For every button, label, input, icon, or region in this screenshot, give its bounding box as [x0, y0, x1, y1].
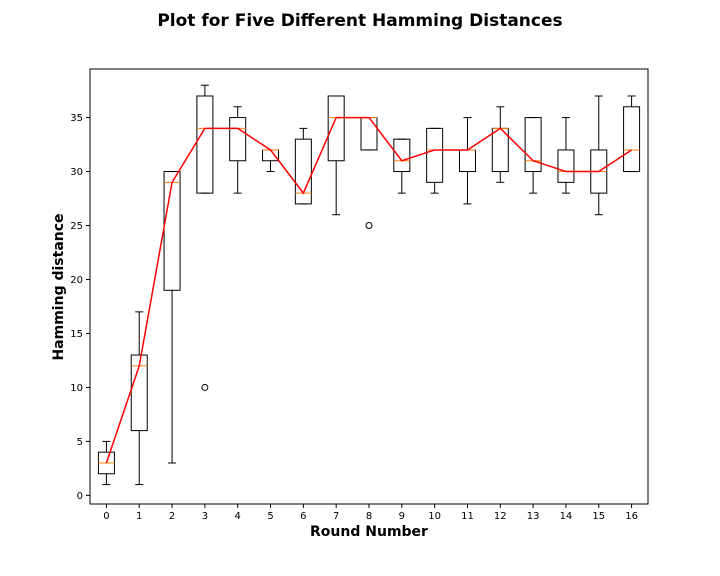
y-tick-label: 5	[77, 437, 83, 448]
chart-title: Plot for Five Different Hamming Distance…	[157, 11, 562, 31]
outlier-point	[201, 383, 209, 391]
box-body	[327, 95, 345, 162]
median-trend-line	[105, 116, 633, 464]
x-tick-label: 7	[333, 511, 339, 522]
x-tick-label: 3	[202, 511, 208, 522]
y-tick-label: 30	[70, 167, 83, 178]
y-tick-label: 15	[70, 329, 83, 340]
box-1	[130, 311, 148, 486]
box-body	[426, 127, 444, 183]
x-tick-label: 1	[136, 511, 142, 522]
y-axis-label: Hamming distance	[51, 213, 67, 360]
x-tick-label: 12	[494, 511, 507, 522]
x-tick-label: 0	[103, 511, 109, 522]
outlier-point	[365, 222, 373, 230]
x-tick-label: 4	[235, 511, 241, 522]
x-tick-label: 11	[461, 511, 474, 522]
y-tick-label: 10	[70, 383, 83, 394]
box-body	[557, 149, 575, 183]
x-tick-label: 10	[428, 511, 441, 522]
x-tick-label: 9	[399, 511, 405, 522]
x-tick-label: 5	[267, 511, 273, 522]
box-body	[130, 354, 148, 432]
box-16	[623, 95, 641, 173]
box-0	[97, 440, 115, 486]
y-tick-label: 20	[70, 275, 83, 286]
box-body	[196, 95, 214, 194]
box-body	[294, 138, 312, 205]
y-tick-label: 25	[70, 221, 83, 232]
x-tick-label: 13	[527, 511, 540, 522]
x-tick-label: 6	[300, 511, 306, 522]
box-body	[393, 138, 411, 173]
x-axis-label: Round Number	[310, 524, 428, 540]
x-tick-label: 15	[592, 511, 605, 522]
y-tick-label: 0	[77, 491, 83, 502]
x-tick-label: 14	[560, 511, 573, 522]
box-body	[229, 117, 247, 162]
x-tick-label: 2	[169, 511, 175, 522]
y-tick-label: 35	[70, 113, 83, 124]
box-body	[623, 106, 641, 173]
x-tick-label: 8	[366, 511, 372, 522]
x-tick-label: 16	[625, 511, 638, 522]
box-body	[524, 117, 542, 173]
